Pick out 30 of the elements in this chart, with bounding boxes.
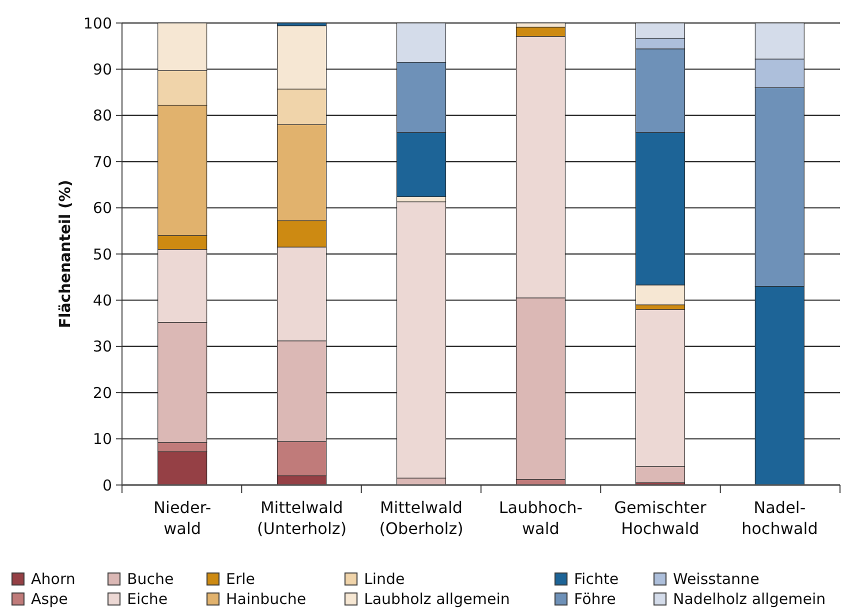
- x-tick-label: Gemischter Hochwald: [614, 498, 707, 538]
- legend-label: Weisstanne: [673, 570, 760, 588]
- legend-label: Fichte: [574, 570, 619, 588]
- y-tick-label: 40: [92, 291, 112, 310]
- x-tick-label: Mittelwald (Unterholz): [257, 498, 347, 538]
- y-tick-label: 50: [92, 245, 112, 264]
- legend-label: Buche: [127, 570, 174, 588]
- y-tick-label: 20: [92, 384, 112, 402]
- x-tick-label: Nieder- wald: [154, 498, 212, 538]
- x-tick-label: Mittelwald (Oberholz): [379, 498, 464, 538]
- y-tick-label: 70: [92, 152, 112, 171]
- y-tick-label: 80: [92, 106, 112, 125]
- y-tick-label: 10: [92, 430, 112, 448]
- legend-label: Föhre: [574, 590, 616, 608]
- legend-label: Aspe: [31, 590, 68, 608]
- y-tick-label: 30: [92, 338, 112, 356]
- y-axis-title: Flächenanteil (%): [56, 180, 74, 328]
- y-tick-label: 90: [92, 60, 112, 78]
- legend-label: Linde: [364, 570, 405, 588]
- x-tick-label: Laubhoch- wald: [498, 498, 583, 538]
- legend-label: Erle: [226, 570, 256, 588]
- legend-label: Hainbuche: [226, 590, 306, 608]
- legend-label: Nadelholz allgemein: [673, 590, 826, 608]
- legend-label: Eiche: [127, 590, 168, 608]
- legend-label: Laubholz allgemein: [364, 590, 510, 608]
- y-tick-label: 0: [102, 476, 112, 494]
- legend-label: Ahorn: [31, 570, 76, 588]
- y-tick-label: 60: [92, 199, 112, 218]
- x-tick-label: Nadel- hochwald: [741, 498, 818, 538]
- y-tick-label: 100: [83, 14, 112, 32]
